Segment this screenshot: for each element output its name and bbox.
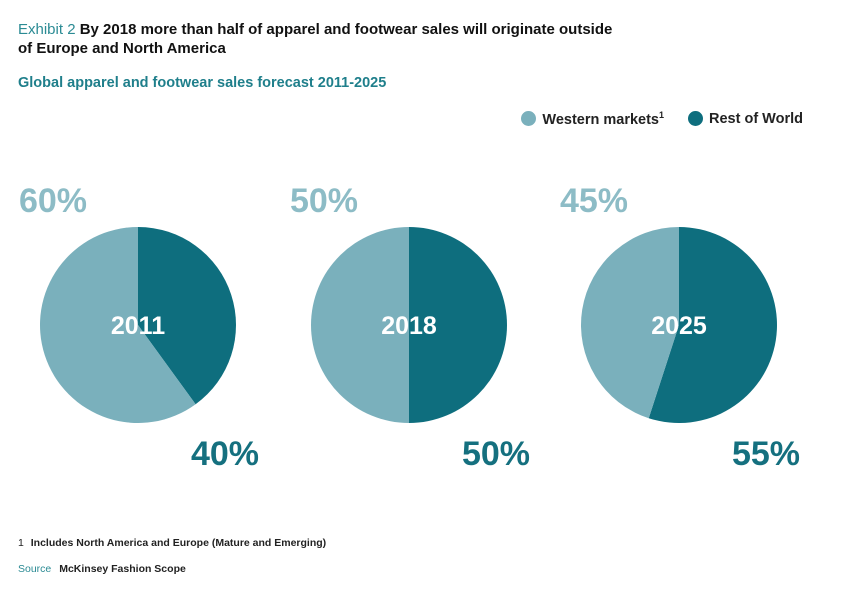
exhibit-label: Exhibit 2 [18,21,76,38]
legend-item-rest: Rest of World [688,111,803,127]
legend-label-western: Western markets1 [542,110,665,128]
pie-slice-western-2011 [39,227,196,423]
source-label: Source [18,563,52,575]
pie-slice-rest-2018 [409,227,507,423]
rest-value-label-2011: 40% [191,435,259,473]
footnote-text: Includes North America and Europe (Matur… [30,537,327,549]
legend-item-western: Western markets1 [521,110,664,128]
chart-title-line-2: of Europe and North America [18,40,226,57]
western-value-label-2011: 60% [19,182,87,220]
chart-subtitle: Global apparel and footwear sales foreca… [18,75,387,91]
chart-title: By 2018 more than half of apparel and fo… [79,21,613,38]
legend-label-rest: Rest of World [709,110,803,127]
title-block: Exhibit 2 By 2018 more than half of appa… [18,20,718,58]
footnote: 1 Includes North America and Europe (Mat… [18,537,326,549]
pie-slice-rest-2025 [648,227,777,423]
chart-title-line-1: Exhibit 2 By 2018 more than half of appa… [18,20,718,39]
pie-slice-rest-2011 [138,227,236,405]
pie-slice-western-2025 [581,227,679,419]
rest-value-label-2025: 55% [732,435,800,473]
pie-slice-western-2018 [311,227,409,423]
footnote-number: 1 [18,537,24,549]
legend: Western markets1 Rest of World [521,110,803,128]
legend-swatch-western [521,111,537,127]
pie-year-label-2011: 2011 [111,312,165,340]
rest-value-label-2018: 50% [462,435,530,473]
source-text: McKinsey Fashion Scope [59,563,186,575]
western-value-label-2018: 50% [290,182,358,220]
western-value-label-2025: 45% [560,182,628,220]
pie-year-label-2018: 2018 [381,312,437,340]
pie-year-label-2025: 2025 [651,312,707,340]
legend-swatch-rest [688,111,704,127]
source: Source McKinsey Fashion Scope [18,563,186,575]
